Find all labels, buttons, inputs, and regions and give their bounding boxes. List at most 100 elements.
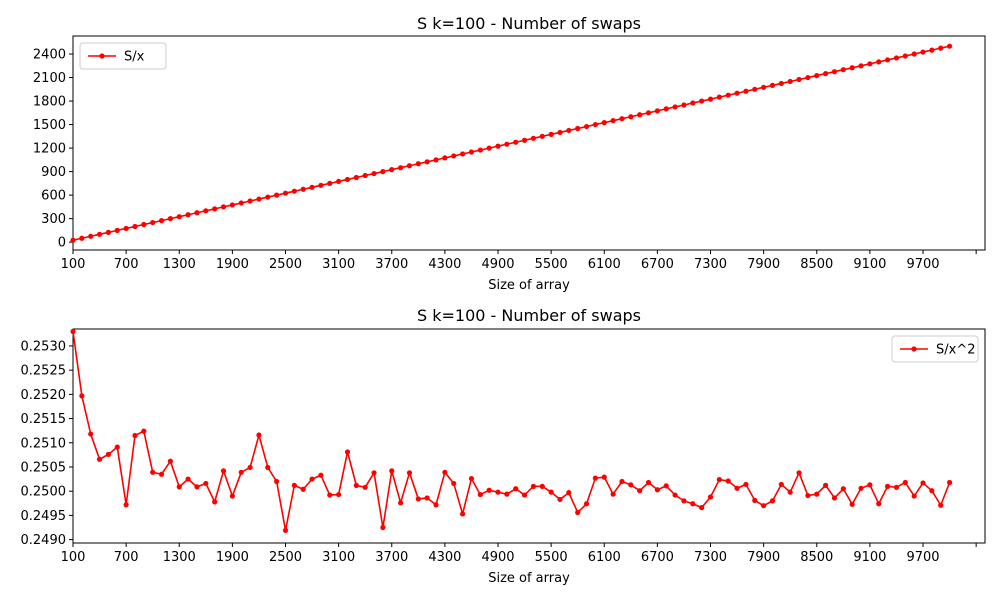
y-tick-label: 0.2490 [21,533,67,548]
data-point [398,165,404,171]
data-point [805,492,811,499]
data-point [486,145,492,151]
data-point [309,476,315,482]
data-point [885,483,891,489]
data-point [344,449,351,455]
x-tick-label: 7900 [747,257,780,272]
data-point [681,498,687,504]
data-point [610,491,616,497]
x-tick-label: 6700 [641,257,674,272]
x-tick-label: 2500 [269,257,302,272]
data-point [150,219,156,226]
x-tick-label: 100 [61,257,86,272]
data-point [752,497,758,503]
data-point [185,212,191,218]
data-point [867,482,873,488]
data-point [70,328,76,335]
data-point [79,393,85,399]
x-tick-label: 6100 [588,257,621,272]
data-point [530,483,537,489]
data-point [265,194,271,200]
y-tick-label: 2100 [33,71,66,86]
data-point [814,72,820,79]
data-point [406,163,413,169]
x-tick-label: 700 [114,257,139,272]
data-point [699,505,705,511]
y-tick-label: 900 [41,165,66,180]
data-point [849,65,855,71]
data-point [575,509,581,516]
legend-label: S/x^2 [936,343,976,358]
data-point [539,483,545,489]
bottom-chart: S k=100 - Number of swaps Size of array … [21,306,986,586]
chart-title: S k=100 - Number of swaps [417,306,641,325]
x-tick-label: 3700 [375,257,408,272]
data-point [663,106,669,112]
x-tick-label: 9700 [906,550,939,565]
data-point [557,129,563,136]
data-point [291,188,297,194]
data-point [787,489,793,495]
y-tick-label: 1200 [33,142,66,157]
data-point [619,116,625,122]
data-point [96,231,103,237]
data-point [291,482,297,488]
data-point [362,172,368,179]
data-point [539,133,545,139]
data-point [628,114,634,120]
data-point [938,45,944,51]
data-point [513,139,519,145]
legend-box [79,42,167,70]
data-point [176,484,182,490]
data-point [247,198,253,204]
data-point [362,484,368,490]
data-point [672,492,678,498]
data-point [902,53,908,59]
x-axis-label: Size of array [488,571,570,586]
data-point [220,468,227,474]
data-point [575,125,581,132]
data-point [778,481,784,488]
data-point [318,472,324,478]
y-tick-label: 0.2495 [21,509,67,524]
data-point [371,170,377,177]
data-point [318,182,324,188]
data-point [105,451,112,457]
x-tick-label: 100 [61,550,86,565]
data-point [734,90,740,96]
data-point [707,96,714,102]
data-point [203,480,209,487]
data-point [867,61,873,67]
y-tick-label: 0.2510 [21,436,67,451]
data-point [406,470,413,476]
data-point [380,169,386,175]
data-point [601,474,607,480]
x-tick-label: 6100 [588,550,621,565]
data-point [132,223,138,230]
y-tick-label: 0.2505 [21,460,67,475]
data-point [344,176,351,183]
data-point [831,69,838,75]
data-point [309,184,315,190]
data-point [185,476,191,482]
y-tick-label: 0.2525 [21,364,67,379]
data-point [424,159,430,165]
data-point [557,496,563,503]
y-tick-label: 1500 [33,118,66,133]
y-tick-label: 600 [41,189,66,204]
data-point [158,471,165,477]
data-point [132,432,138,439]
data-point [769,82,776,88]
y-tick-label: 0.2500 [21,485,67,500]
data-point [699,98,705,104]
data-point [911,493,917,499]
x-tick-label: 9100 [853,257,886,272]
data-point [123,502,129,508]
data-point [229,493,235,499]
data-point [468,476,475,482]
x-tick-label: 7900 [747,550,780,565]
data-point [274,192,280,198]
data-point [858,485,864,491]
data-point [327,492,333,498]
data-point [938,502,944,508]
